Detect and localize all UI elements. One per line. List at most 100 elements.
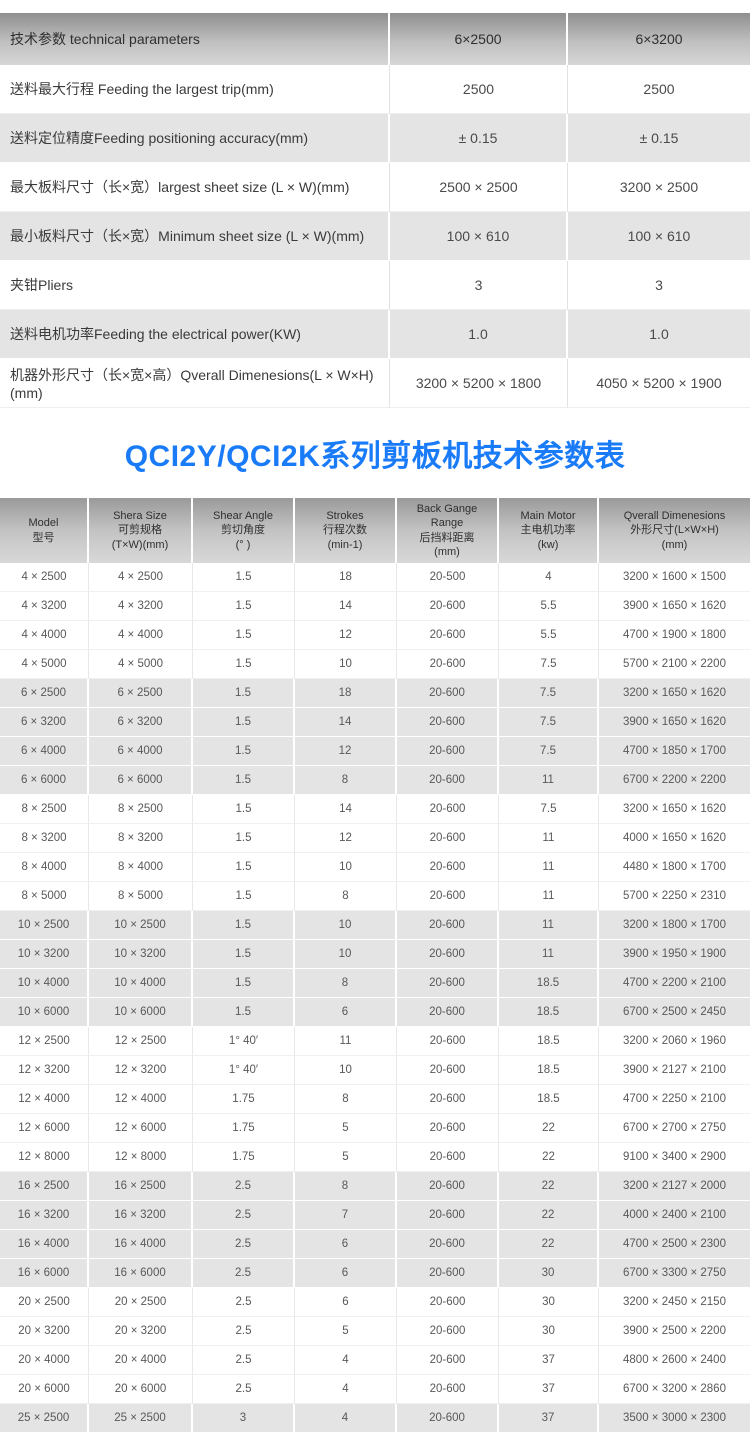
table-cell: 4 × 3200 bbox=[0, 592, 89, 621]
table-cell: 3900 × 1650 × 1620 bbox=[599, 592, 750, 621]
table-row: 送料最大行程 Feeding the largest trip(mm) 2500 2… bbox=[0, 65, 750, 114]
table-cell: 10 × 6000 bbox=[89, 998, 193, 1027]
table-cell: 8 × 3200 bbox=[89, 824, 193, 853]
table-cell: 6 × 6000 bbox=[0, 766, 89, 795]
table-cell: 12 × 2500 bbox=[89, 1027, 193, 1056]
table-row: 最小板料尺寸（长×宽）Minimum sheet size (L × W)(mm… bbox=[0, 212, 750, 261]
table-cell: 25 × 2500 bbox=[0, 1404, 89, 1433]
table-cell: 4000 × 1650 × 1620 bbox=[599, 824, 750, 853]
table-row: 20 × 3200 20 × 3200 2.5 5 20-600 30 3900 × 250… bbox=[0, 1317, 750, 1346]
table-cell: 4 × 3200 bbox=[89, 592, 193, 621]
table-cell: 1.75 bbox=[193, 1114, 295, 1143]
spec-header-strokes: Strokes 行程次数 (min-1) bbox=[295, 498, 397, 563]
table-cell: 12 × 6000 bbox=[89, 1114, 193, 1143]
table-row: 6 × 6000 6 × 6000 1.5 8 20-600 11 6700 × 2200 … bbox=[0, 766, 750, 795]
table-cell: 14 bbox=[295, 795, 397, 824]
table-cell: 8 bbox=[295, 1085, 397, 1114]
table-cell: 3200 × 1600 × 1500 bbox=[599, 563, 750, 592]
table-cell: 10 × 3200 bbox=[89, 940, 193, 969]
table-cell: 20-600 bbox=[397, 766, 499, 795]
table-row: 25 × 2500 25 × 2500 3 4 20-600 37 3500 × 3000 … bbox=[0, 1404, 750, 1433]
table-cell: 12 bbox=[295, 621, 397, 650]
table-row: 最大板料尺寸（长×宽）largest sheet size (L × W)(mm… bbox=[0, 163, 750, 212]
table-cell: 20-600 bbox=[397, 1317, 499, 1346]
table-cell: 6700 × 3200 × 2860 bbox=[599, 1375, 750, 1404]
table-cell: 6 × 3200 bbox=[0, 708, 89, 737]
technical-parameters-table: 技术参数 technical parameters 6×2500 6×3200 … bbox=[0, 13, 750, 408]
table-cell: 20-600 bbox=[397, 882, 499, 911]
table-cell: 3900 × 1950 × 1900 bbox=[599, 940, 750, 969]
table-cell: 4 × 4000 bbox=[89, 621, 193, 650]
params-header-model-6x3200: 6×3200 bbox=[568, 13, 750, 65]
table-cell: 7.5 bbox=[499, 708, 599, 737]
table-cell: 20-600 bbox=[397, 795, 499, 824]
table-cell: 4800 × 2600 × 2400 bbox=[599, 1346, 750, 1375]
spec-header-shear-angle: Shear Angle 剪切角度 (° ) bbox=[193, 498, 295, 563]
table-cell: 20-500 bbox=[397, 563, 499, 592]
table-cell: 20-600 bbox=[397, 679, 499, 708]
table-cell: 6700 × 2500 × 2450 bbox=[599, 998, 750, 1027]
table-cell: 4000 × 2400 × 2100 bbox=[599, 1201, 750, 1230]
table-cell: 14 bbox=[295, 708, 397, 737]
table-cell: 20-600 bbox=[397, 621, 499, 650]
table-cell: 20-600 bbox=[397, 1346, 499, 1375]
table-row: 12 × 3200 12 × 3200 1° 40′ 10 20-600 18.5 3900… bbox=[0, 1056, 750, 1085]
table-row: 12 × 4000 12 × 4000 1.75 8 20-600 18.5 4700 × … bbox=[0, 1085, 750, 1114]
table-cell: 11 bbox=[499, 882, 599, 911]
table-cell: 20-600 bbox=[397, 824, 499, 853]
table-cell: 送料定位精度Feeding positioning accuracy(mm) bbox=[0, 114, 390, 163]
table-cell: 1.5 bbox=[193, 853, 295, 882]
table-cell: 3200 × 5200 × 1800 bbox=[390, 359, 568, 408]
table-cell: 9100 × 3400 × 2900 bbox=[599, 1143, 750, 1172]
table-cell: 2.5 bbox=[193, 1317, 295, 1346]
table-cell: 12 × 8000 bbox=[89, 1143, 193, 1172]
table-cell: 8 bbox=[295, 969, 397, 998]
table-row: 16 × 4000 16 × 4000 2.5 6 20-600 22 4700 × 250… bbox=[0, 1230, 750, 1259]
table-cell: 100 × 610 bbox=[568, 212, 750, 261]
table-cell: 100 × 610 bbox=[390, 212, 568, 261]
table-cell: 1.75 bbox=[193, 1143, 295, 1172]
table-cell: ± 0.15 bbox=[390, 114, 568, 163]
table-cell: 12 × 3200 bbox=[0, 1056, 89, 1085]
table-cell: 20-600 bbox=[397, 592, 499, 621]
table-cell: 5 bbox=[295, 1114, 397, 1143]
table-cell: 4700 × 1900 × 1800 bbox=[599, 621, 750, 650]
table-row: 4 × 3200 4 × 3200 1.5 14 20-600 5.5 3900 × 165… bbox=[0, 592, 750, 621]
table-row: 6 × 3200 6 × 3200 1.5 14 20-600 7.5 3900 × 165… bbox=[0, 708, 750, 737]
table-cell: 30 bbox=[499, 1317, 599, 1346]
table-cell: 20 × 4000 bbox=[0, 1346, 89, 1375]
table-cell: 3200 × 2450 × 2150 bbox=[599, 1288, 750, 1317]
table-cell: 11 bbox=[499, 766, 599, 795]
table-cell: 22 bbox=[499, 1201, 599, 1230]
table-cell: 20-600 bbox=[397, 1259, 499, 1288]
table-cell: 1.5 bbox=[193, 940, 295, 969]
table-cell: 20-600 bbox=[397, 853, 499, 882]
table-row: 12 × 2500 12 × 2500 1° 40′ 11 20-600 18.5 3200… bbox=[0, 1027, 750, 1056]
spec-header-row: Model 型号 Shera Size 可剪规格 (T×W)(mm) Shear… bbox=[0, 498, 750, 563]
table-cell: 10 bbox=[295, 650, 397, 679]
table-cell: 16 × 3200 bbox=[89, 1201, 193, 1230]
table-cell: 37 bbox=[499, 1375, 599, 1404]
table-cell: 6 bbox=[295, 1288, 397, 1317]
table-cell: 16 × 6000 bbox=[0, 1259, 89, 1288]
table-cell: 30 bbox=[499, 1288, 599, 1317]
table-cell: 22 bbox=[499, 1114, 599, 1143]
spec-header-shear-size: Shera Size 可剪规格 (T×W)(mm) bbox=[89, 498, 193, 563]
table-cell: 18.5 bbox=[499, 969, 599, 998]
table-cell: 3900 × 1650 × 1620 bbox=[599, 708, 750, 737]
table-cell: 20-600 bbox=[397, 1027, 499, 1056]
table-cell: 16 × 6000 bbox=[89, 1259, 193, 1288]
table-cell: 18.5 bbox=[499, 1085, 599, 1114]
table-cell: 1.0 bbox=[568, 310, 750, 359]
table-cell: 8 × 5000 bbox=[89, 882, 193, 911]
table-cell: 37 bbox=[499, 1404, 599, 1433]
table-cell: 20 × 4000 bbox=[89, 1346, 193, 1375]
table-row: 20 × 2500 20 × 2500 2.5 6 20-600 30 3200 × 245… bbox=[0, 1288, 750, 1317]
table-cell: 18 bbox=[295, 563, 397, 592]
table-row: 4 × 2500 4 × 2500 1.5 18 20-500 4 3200 × 1600 … bbox=[0, 563, 750, 592]
table-cell: 4 × 2500 bbox=[89, 563, 193, 592]
table-cell: 1.5 bbox=[193, 650, 295, 679]
table-row: 12 × 8000 12 × 8000 1.75 5 20-600 22 9100 × 34… bbox=[0, 1143, 750, 1172]
table-cell: 6 × 4000 bbox=[89, 737, 193, 766]
table-cell: 20-600 bbox=[397, 1114, 499, 1143]
